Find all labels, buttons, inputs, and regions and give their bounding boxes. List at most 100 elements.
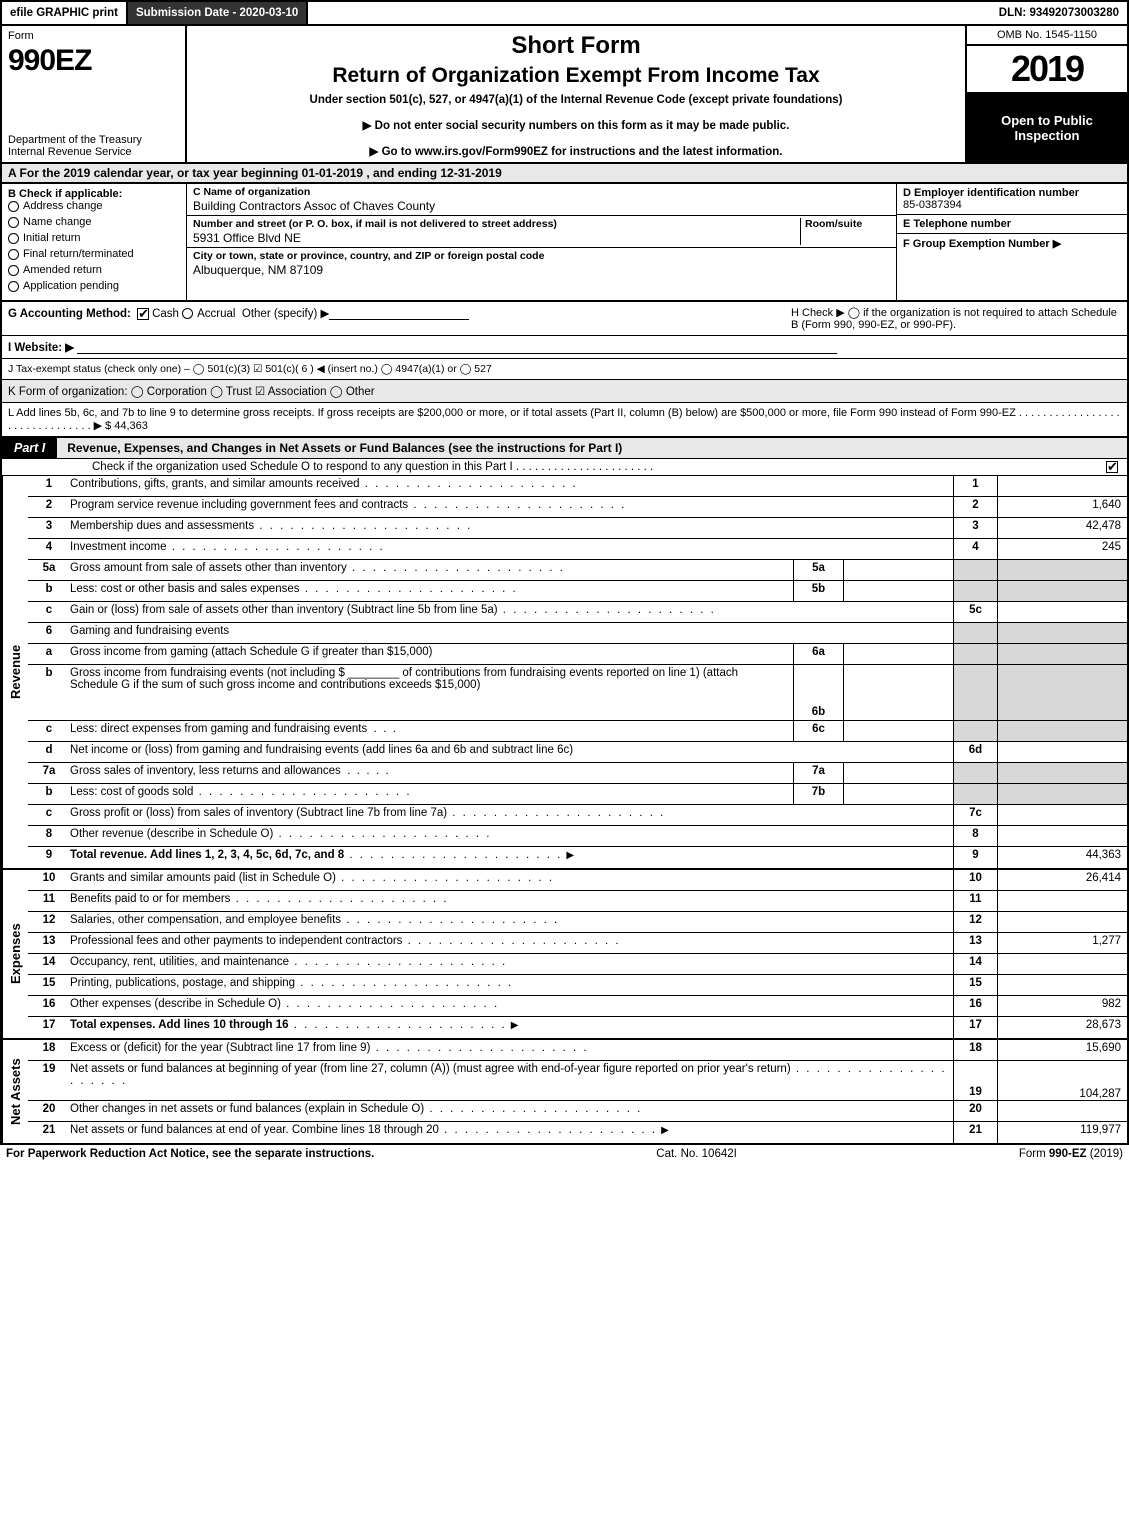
header-center: Short Form Return of Organization Exempt…	[187, 26, 967, 162]
revenue-section: Revenue 1 Contributions, gifts, grants, …	[0, 476, 1129, 870]
submission-date-badge: Submission Date - 2020-03-10	[128, 2, 308, 24]
city-label: City or town, state or province, country…	[193, 250, 890, 262]
line-12-value	[997, 912, 1127, 932]
ein-value: 85-0387394	[903, 199, 1121, 211]
line-10: 10Grants and similar amounts paid (list …	[28, 870, 1127, 891]
revenue-side-label: Revenue	[2, 476, 28, 868]
arrow-icon	[511, 1019, 519, 1031]
row-g-h: G Accounting Method: Cash Accrual Other …	[0, 302, 1129, 336]
line-13-value: 1,277	[997, 933, 1127, 953]
expenses-side-label: Expenses	[2, 870, 28, 1038]
gross-receipts-instruction: L Add lines 5b, 6c, and 7b to line 9 to …	[8, 407, 1121, 432]
line-16-value: 982	[997, 996, 1127, 1016]
line-21: 21Net assets or fund balances at end of …	[28, 1122, 1127, 1143]
line-4-value: 245	[997, 539, 1127, 559]
cb-final-return[interactable]: Final return/terminated	[8, 248, 180, 260]
line-7b: b Less: cost of goods sold 7b	[28, 784, 1127, 805]
line-20: 20Other changes in net assets or fund ba…	[28, 1101, 1127, 1122]
section-b: B Check if applicable: Address change Na…	[2, 184, 187, 300]
form-of-organization: K Form of organization: ◯ Corporation ◯ …	[8, 384, 375, 398]
line-19: 19Net assets or fund balances at beginni…	[28, 1061, 1127, 1101]
accounting-method: G Accounting Method: Cash Accrual Other …	[8, 306, 469, 331]
cb-name-change[interactable]: Name change	[8, 216, 180, 228]
cb-amended-return[interactable]: Amended return	[8, 264, 180, 276]
header-left: Form 990EZ Department of the Treasury In…	[2, 26, 187, 162]
city-value: Albuquerque, NM 87109	[193, 263, 890, 277]
header-right: OMB No. 1545-1150 2019 Open to Public In…	[967, 26, 1127, 162]
line-18-value: 15,690	[997, 1040, 1127, 1060]
line-6: 6 Gaming and fundraising events	[28, 623, 1127, 644]
schedule-b-check: H Check ▶ ◯ if the organization is not r…	[791, 306, 1121, 331]
tax-year: 2019	[967, 46, 1127, 94]
website-field[interactable]	[77, 342, 837, 354]
line-5a: 5a Gross amount from sale of assets othe…	[28, 560, 1127, 581]
line-5b: b Less: cost or other basis and sales ex…	[28, 581, 1127, 602]
line-17-value: 28,673	[997, 1017, 1127, 1038]
dept-treasury: Department of the Treasury Internal Reve…	[8, 134, 179, 158]
line-7c-value	[997, 805, 1127, 825]
ein-label: D Employer identification number	[903, 187, 1121, 199]
line-9-value: 44,363	[997, 847, 1127, 868]
street-value: 5931 Office Blvd NE	[193, 231, 800, 245]
cb-schedule-o[interactable]	[1106, 461, 1118, 473]
ein-row: D Employer identification number 85-0387…	[897, 184, 1127, 215]
part-i-schedule-o: Check if the organization used Schedule …	[0, 459, 1129, 476]
line-1-value	[997, 476, 1127, 496]
open-to-public: Open to Public Inspection	[967, 94, 1127, 162]
expenses-section: Expenses 10Grants and similar amounts pa…	[0, 870, 1129, 1040]
cb-cash[interactable]	[137, 308, 149, 320]
return-title: Return of Organization Exempt From Incom…	[197, 64, 955, 88]
short-form-title: Short Form	[197, 32, 955, 60]
row-l: L Add lines 5b, 6c, and 7b to line 9 to …	[0, 403, 1129, 438]
form-ref: Form 990-EZ (2019)	[1019, 1148, 1123, 1160]
catalog-number: Cat. No. 10642I	[656, 1148, 737, 1160]
line-12: 12Salaries, other compensation, and empl…	[28, 912, 1127, 933]
line-11-value	[997, 891, 1127, 911]
line-2: 2 Program service revenue including gove…	[28, 497, 1127, 518]
entity-block: B Check if applicable: Address change Na…	[0, 184, 1129, 302]
tel-label: E Telephone number	[903, 218, 1121, 230]
under-section-text: Under section 501(c), 527, or 4947(a)(1)…	[197, 94, 955, 106]
goto-post: for instructions and the latest informat…	[548, 146, 783, 158]
line-10-value: 26,414	[997, 870, 1127, 890]
net-assets-section: Net Assets 18Excess or (deficit) for the…	[0, 1040, 1129, 1145]
org-name-label: C Name of organization	[193, 186, 890, 198]
line-7c: c Gross profit or (loss) from sales of i…	[28, 805, 1127, 826]
line-6b: b Gross income from fundraising events (…	[28, 665, 1127, 721]
line-6a: a Gross income from gaming (attach Sched…	[28, 644, 1127, 665]
cb-initial-return[interactable]: Initial return	[8, 232, 180, 244]
line-6d-value	[997, 742, 1127, 762]
line-17: 17Total expenses. Add lines 10 through 1…	[28, 1017, 1127, 1038]
line-14-value	[997, 954, 1127, 974]
line-2-value: 1,640	[997, 497, 1127, 517]
section-def: D Employer identification number 85-0387…	[897, 184, 1127, 300]
line-6c: c Less: direct expenses from gaming and …	[28, 721, 1127, 742]
line-15-value	[997, 975, 1127, 995]
part-i-header: Part I Revenue, Expenses, and Changes in…	[0, 438, 1129, 459]
line-13: 13Professional fees and other payments t…	[28, 933, 1127, 954]
group-exemption-row: F Group Exemption Number ▶	[897, 234, 1127, 253]
cb-application-pending[interactable]: Application pending	[8, 280, 180, 292]
line-9: 9 Total revenue. Add lines 1, 2, 3, 4, 5…	[28, 847, 1127, 868]
goto-pre: ▶ Go to	[370, 146, 415, 158]
b-heading: B Check if applicable:	[8, 188, 180, 200]
irs-link[interactable]: www.irs.gov/Form990EZ	[415, 146, 548, 158]
paperwork-notice: For Paperwork Reduction Act Notice, see …	[6, 1148, 374, 1160]
website-label: I Website: ▶	[8, 342, 74, 354]
arrow-icon	[661, 1124, 669, 1136]
section-c: C Name of organization Building Contract…	[187, 184, 897, 300]
top-bar: efile GRAPHIC print Submission Date - 20…	[0, 0, 1129, 26]
row-k: K Form of organization: ◯ Corporation ◯ …	[0, 380, 1129, 403]
part-i-title: Revenue, Expenses, and Changes in Net As…	[57, 441, 1127, 455]
efile-print-button[interactable]: efile GRAPHIC print	[2, 2, 128, 24]
line-15: 15Printing, publications, postage, and s…	[28, 975, 1127, 996]
line-8: 8 Other revenue (describe in Schedule O)…	[28, 826, 1127, 847]
street-row: Number and street (or P. O. box, if mail…	[187, 216, 896, 248]
org-name-value: Building Contractors Assoc of Chaves Cou…	[193, 199, 890, 213]
line-6d: d Net income or (loss) from gaming and f…	[28, 742, 1127, 763]
row-i: I Website: ▶	[0, 336, 1129, 359]
line-4: 4 Investment income 4 245	[28, 539, 1127, 560]
goto-line: ▶ Go to www.irs.gov/Form990EZ for instru…	[197, 144, 955, 158]
cb-address-change[interactable]: Address change	[8, 200, 180, 212]
cb-accrual[interactable]	[182, 308, 193, 319]
